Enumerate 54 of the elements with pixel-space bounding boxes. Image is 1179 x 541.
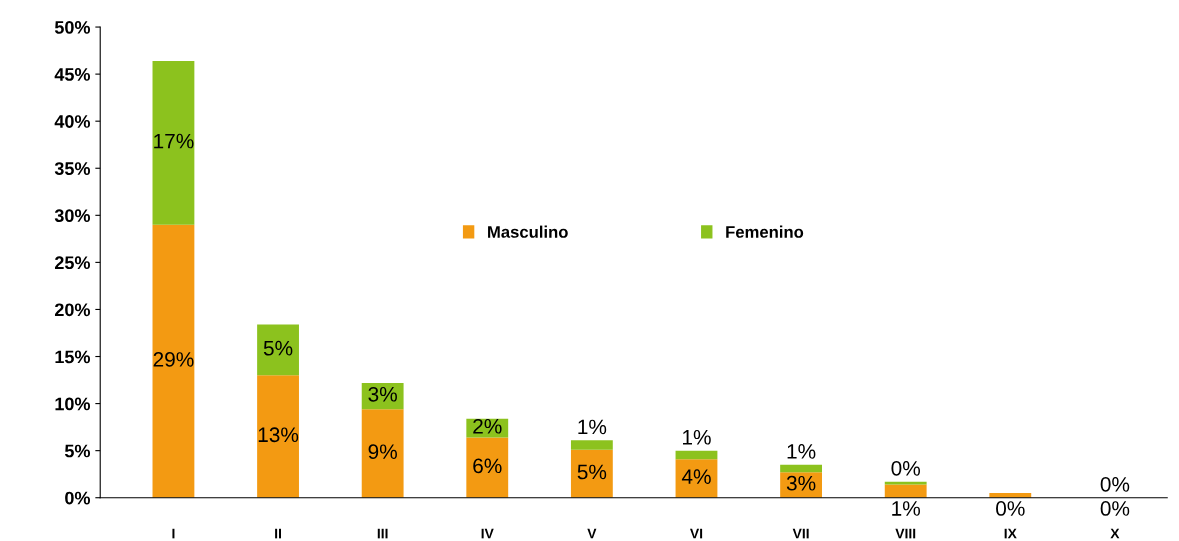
data-label: 13%: [258, 427, 299, 443]
data-label: 9%: [368, 444, 397, 460]
data-label: 0%: [891, 460, 921, 476]
bar: [884, 481, 927, 485]
data-label: 1%: [892, 501, 921, 516]
y-tick-label: 45%: [54, 68, 91, 81]
y-tick-label: 20%: [54, 303, 91, 317]
x-tick-label: II: [275, 528, 281, 539]
y-tick-label: 15%: [55, 350, 91, 364]
data-label: 4%: [681, 469, 711, 484]
data-label: 0%: [996, 501, 1025, 516]
bar: [361, 409, 404, 498]
data-label: 0%: [1100, 501, 1130, 516]
data-label: 0%: [1100, 476, 1130, 492]
x-tick-label: IX: [1004, 528, 1017, 539]
y-tick-label: 0%: [65, 491, 91, 505]
bar: [257, 375, 299, 498]
legend-label: Masculino: [488, 225, 568, 238]
data-label: 1%: [578, 419, 607, 435]
data-label: 2%: [473, 418, 502, 434]
legend-label: Femenino: [726, 225, 804, 238]
bar: [570, 440, 613, 450]
x-tick-label: IV: [481, 528, 494, 539]
y-tick-label: 30%: [54, 209, 91, 223]
x-tick-label: VIII: [895, 528, 916, 539]
y-tick-label: 25%: [54, 256, 91, 270]
x-tick-label: I: [172, 528, 175, 539]
x-tick-label: VI: [690, 528, 703, 539]
bar: [675, 450, 718, 460]
data-label: 5%: [577, 464, 607, 480]
y-tick-label: 50%: [54, 20, 91, 34]
x-tick-label: III: [377, 528, 388, 539]
bar: [570, 449, 613, 498]
bar: [257, 324, 299, 376]
data-label: 1%: [787, 444, 816, 459]
bar: [152, 60, 195, 225]
bar: [152, 224, 195, 498]
data-label: 5%: [263, 340, 293, 356]
data-label: 3%: [786, 475, 816, 491]
data-label: 1%: [683, 429, 711, 445]
data-label: 17%: [154, 133, 194, 149]
bar: [466, 437, 509, 498]
data-label: 6%: [473, 458, 502, 474]
y-tick-label: 5%: [64, 444, 91, 458]
y-tick-label: 35%: [54, 162, 91, 175]
data-label: 29%: [153, 352, 194, 367]
y-tick-label: 10%: [55, 397, 91, 411]
x-tick-label: X: [1110, 528, 1120, 539]
y-tick-label: 40%: [54, 115, 91, 128]
bar: [780, 464, 823, 473]
x-tick-label: V: [587, 528, 597, 539]
data-label: 3%: [368, 386, 397, 402]
x-tick-label: VII: [792, 528, 809, 539]
bar: [884, 484, 927, 498]
